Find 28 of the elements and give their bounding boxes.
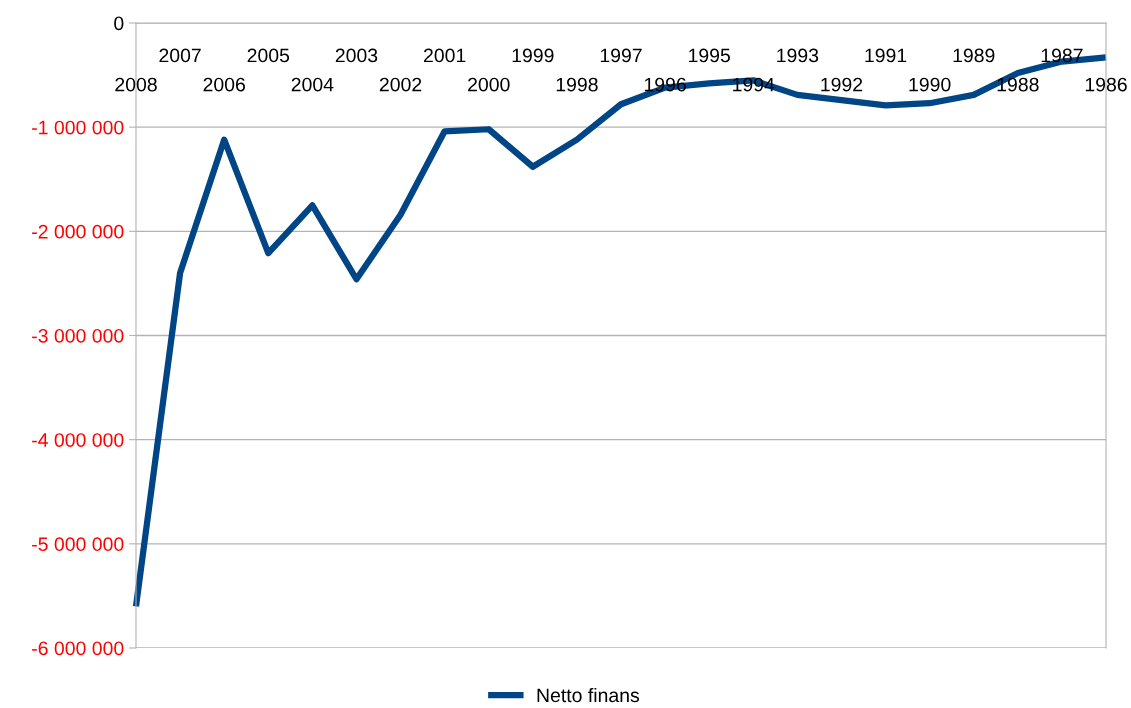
- x-tick-label: 2007: [159, 48, 201, 63]
- x-tick-label: 2002: [379, 77, 422, 92]
- y-tick-label: -6 000 000: [32, 641, 124, 656]
- x-tick-label: 1992: [821, 77, 863, 92]
- x-tick-label: 1988: [997, 77, 1039, 92]
- y-tick-label: -2 000 000: [32, 224, 124, 239]
- x-tick-label: 2005: [247, 48, 290, 63]
- x-tick-label: 1986: [1085, 77, 1127, 92]
- y-tick-label: 0: [114, 16, 124, 31]
- x-tick-label: 2001: [423, 48, 466, 63]
- y-tick-label: -1 000 000: [32, 120, 124, 135]
- x-tick-label: 1998: [556, 77, 598, 92]
- x-tick-label: 2006: [203, 77, 245, 92]
- x-tick-label: 2000: [468, 77, 510, 92]
- y-tick-label: -3 000 000: [32, 328, 124, 343]
- x-tick-label: 2008: [115, 77, 157, 92]
- x-tick-label: 1991: [865, 48, 907, 63]
- x-tick-label: 1993: [777, 48, 819, 63]
- x-tick-label: 1990: [909, 77, 951, 92]
- legend-label: Netto finans: [537, 687, 640, 703]
- x-tick-label: 1999: [512, 48, 554, 63]
- x-tick-label: 1995: [689, 48, 730, 63]
- x-tick-label: 2003: [335, 48, 378, 63]
- y-tick-label: -4 000 000: [32, 433, 124, 447]
- y-tick-label: -5 000 000: [32, 537, 124, 552]
- x-tick-label: 2004: [291, 77, 334, 92]
- x-tick-label: 1997: [600, 48, 642, 63]
- x-tick-label: 1989: [953, 48, 995, 63]
